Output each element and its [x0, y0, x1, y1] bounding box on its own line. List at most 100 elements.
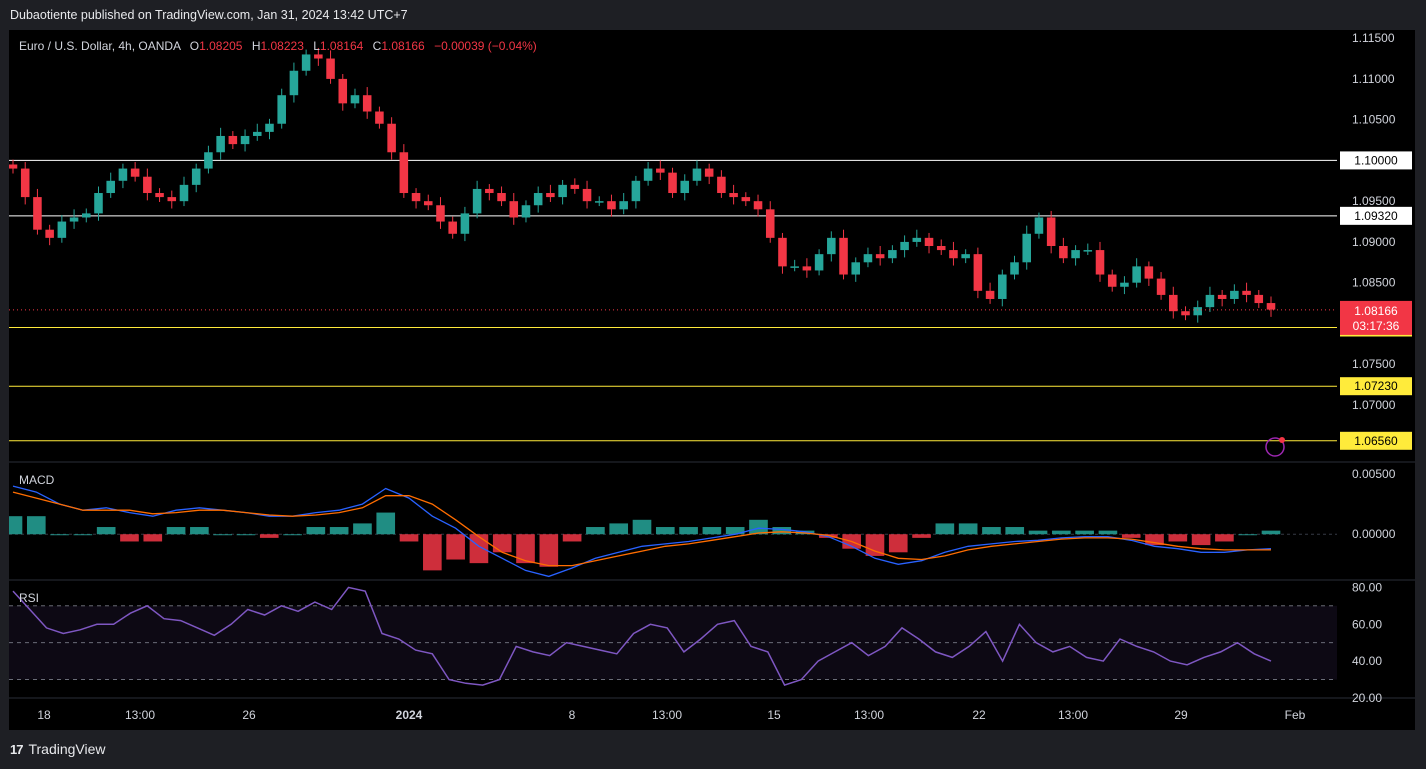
candle-body[interactable]: [1071, 250, 1080, 259]
candle-body[interactable]: [949, 250, 958, 259]
candle-body[interactable]: [1169, 294, 1178, 312]
candle-body[interactable]: [240, 135, 250, 145]
lightning-alert-icon[interactable]: [1265, 437, 1285, 457]
candle-body[interactable]: [985, 290, 995, 299]
candle-body[interactable]: [1046, 217, 1056, 246]
candle-body[interactable]: [1254, 294, 1264, 304]
candle-body[interactable]: [411, 193, 421, 202]
candle-body[interactable]: [729, 193, 738, 198]
candle-body[interactable]: [717, 176, 726, 194]
candle-body[interactable]: [607, 201, 616, 210]
candle-body[interactable]: [289, 70, 299, 96]
candle-body[interactable]: [839, 237, 848, 275]
candle-body[interactable]: [863, 254, 873, 263]
candle-body[interactable]: [1034, 217, 1044, 234]
candle-body[interactable]: [680, 180, 690, 194]
candle-body[interactable]: [350, 95, 360, 104]
candle-body[interactable]: [643, 168, 653, 181]
candle-body[interactable]: [594, 201, 604, 203]
candle-body[interactable]: [692, 168, 702, 181]
candle-body[interactable]: [533, 193, 543, 206]
candle-body[interactable]: [631, 180, 641, 202]
candle-body[interactable]: [252, 131, 262, 136]
candle-body[interactable]: [509, 201, 519, 218]
candle-body[interactable]: [485, 188, 494, 194]
chart-frame[interactable]: 1.11500 1.11000 1.10500 1.09500 1.09000 1.085…: [9, 30, 1415, 730]
candle-body[interactable]: [228, 135, 238, 145]
candle-body[interactable]: [69, 217, 79, 222]
candle-body[interactable]: [1156, 278, 1166, 295]
candle-body[interactable]: [656, 168, 665, 173]
candle-body[interactable]: [1217, 294, 1227, 299]
candle-body[interactable]: [888, 250, 897, 259]
candle-body[interactable]: [753, 201, 763, 210]
candle-body[interactable]: [851, 262, 861, 275]
candle-body[interactable]: [1083, 250, 1093, 252]
candle-body[interactable]: [1193, 307, 1202, 316]
candle-body[interactable]: [82, 213, 91, 218]
candle-body[interactable]: [106, 180, 115, 194]
candle-body[interactable]: [521, 205, 531, 218]
candle-body[interactable]: [204, 152, 213, 169]
candle-body[interactable]: [45, 229, 54, 238]
candle-body[interactable]: [497, 193, 506, 202]
candle-body[interactable]: [998, 274, 1007, 299]
candle-body[interactable]: [1242, 290, 1251, 295]
candle-body[interactable]: [778, 237, 787, 267]
candle-body[interactable]: [1181, 311, 1190, 316]
candle-body[interactable]: [1022, 233, 1032, 263]
chart-canvas[interactable]: 1.11500 1.11000 1.10500 1.09500 1.09000 1.085…: [9, 30, 1415, 730]
candle-body[interactable]: [790, 266, 799, 268]
candle-body[interactable]: [1144, 266, 1154, 279]
candle-body[interactable]: [338, 78, 348, 104]
candle-body[interactable]: [619, 201, 628, 210]
candle-body[interactable]: [118, 168, 128, 181]
candle-body[interactable]: [900, 241, 909, 251]
candle-body[interactable]: [33, 197, 42, 230]
candle-body[interactable]: [668, 172, 677, 194]
candle-body[interactable]: [1132, 266, 1141, 283]
candle-body[interactable]: [802, 266, 812, 271]
candle-body[interactable]: [387, 123, 396, 153]
candle-body[interactable]: [216, 135, 225, 153]
macd-pane-label[interactable]: MACD: [19, 473, 55, 487]
candle-body[interactable]: [155, 193, 164, 198]
candle-body[interactable]: [1205, 294, 1215, 308]
candle-body[interactable]: [1107, 274, 1117, 287]
candle-body[interactable]: [314, 54, 323, 59]
candle-body[interactable]: [436, 205, 445, 222]
rsi-pane-label[interactable]: RSI: [19, 591, 40, 605]
candle-body[interactable]: [423, 201, 433, 206]
candle-body[interactable]: [191, 168, 201, 185]
candle-body[interactable]: [143, 176, 152, 194]
candle-body[interactable]: [301, 54, 311, 71]
candle-body[interactable]: [765, 209, 775, 238]
candle-body[interactable]: [94, 193, 103, 214]
candle-body[interactable]: [179, 184, 189, 202]
candle-body[interactable]: [460, 213, 470, 234]
candle-body[interactable]: [936, 246, 946, 251]
candle-body[interactable]: [362, 95, 372, 112]
candle-body[interactable]: [1095, 250, 1105, 275]
candle-body[interactable]: [741, 197, 751, 202]
tradingview-logo[interactable]: 17 TradingView: [10, 741, 106, 757]
candle-body[interactable]: [546, 193, 555, 198]
candle-body[interactable]: [1266, 303, 1276, 310]
candle-body[interactable]: [827, 237, 836, 255]
candle-body[interactable]: [924, 237, 934, 246]
candle-body[interactable]: [1120, 282, 1129, 287]
candle-body[interactable]: [1059, 246, 1068, 259]
candle-body[interactable]: [570, 184, 580, 189]
candle-body[interactable]: [1010, 262, 1019, 275]
candle-body[interactable]: [20, 168, 30, 198]
candle-body[interactable]: [399, 152, 409, 194]
candle-body[interactable]: [472, 188, 482, 214]
candle-body[interactable]: [558, 184, 567, 198]
candle-body[interactable]: [961, 254, 970, 259]
candle-body[interactable]: [57, 221, 67, 238]
symbol-name[interactable]: Euro / U.S. Dollar, 4h, OANDA: [19, 39, 181, 53]
candle-body[interactable]: [9, 164, 18, 169]
candle-body[interactable]: [277, 95, 286, 124]
candle-body[interactable]: [1230, 290, 1239, 299]
candle-body[interactable]: [814, 254, 824, 271]
